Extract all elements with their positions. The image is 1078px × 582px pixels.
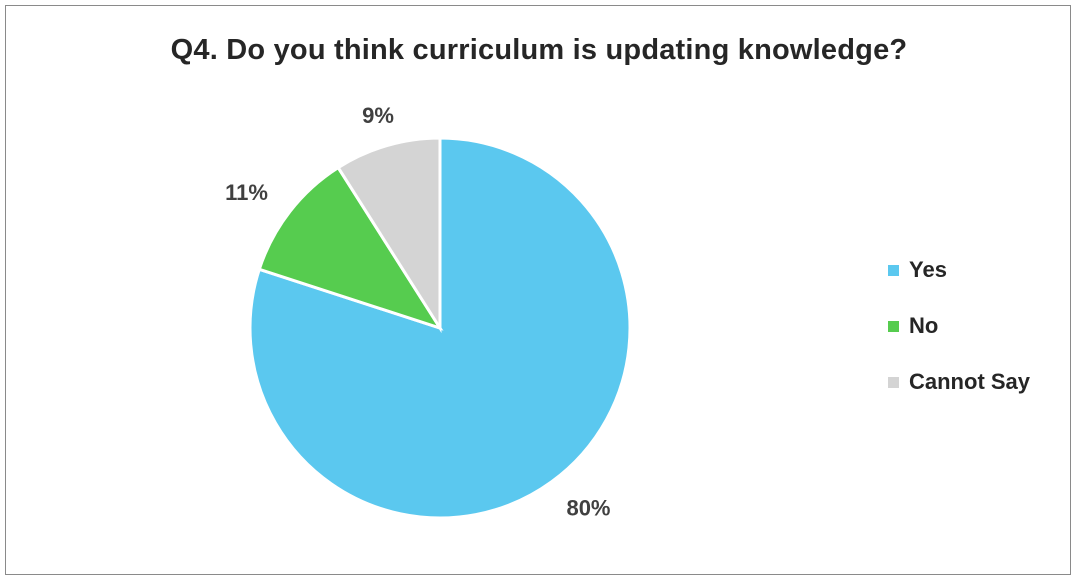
legend-label-cannot-say: Cannot Say [909, 369, 1031, 394]
data-label-yes: 80% [566, 496, 610, 521]
legend-label-yes: Yes [909, 257, 947, 282]
legend-label-no: No [909, 313, 939, 338]
pie-slice-yes [248, 136, 632, 520]
legend-swatch-no [888, 320, 899, 332]
chart-title: Q4. Do you think curriculum is updating … [170, 34, 908, 66]
legend-swatch-yes [888, 264, 899, 276]
pie-slice-no [257, 165, 444, 331]
data-label-cannot-say: 9% [362, 103, 394, 128]
legend-item-yes: Yes [888, 256, 1030, 284]
legend-item-no: No [888, 312, 1030, 340]
data-label-no: 11% [225, 180, 268, 205]
pie-slices [248, 136, 632, 520]
legend: Yes No Cannot Say [888, 256, 1030, 424]
legend-swatch-cannot-say [888, 376, 899, 388]
legend-item-cannot-say: Cannot Say [888, 368, 1030, 396]
pie-slice-cannot-say [336, 136, 442, 334]
pie-data-labels: 80% 11% 9% [225, 103, 610, 521]
